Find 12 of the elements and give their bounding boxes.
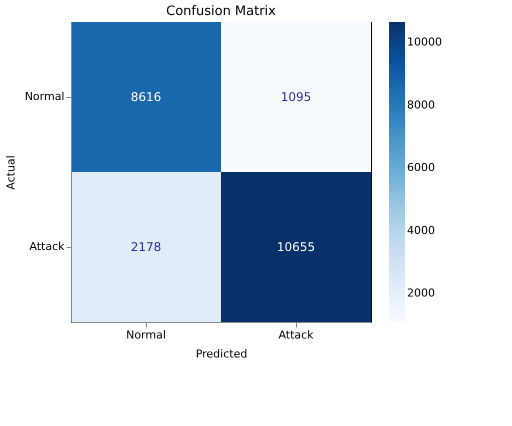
color-bar-label: 2000 <box>407 286 435 300</box>
y-axis-title: Actual <box>4 155 18 190</box>
data-label: 8616 <box>130 90 162 104</box>
color-bar-label: 6000 <box>407 161 435 174</box>
data-label: 1095 <box>280 90 312 104</box>
color-bar-label: 8000 <box>407 98 435 112</box>
data-label: 10655 <box>276 240 316 254</box>
chart-title: Confusion Matrix <box>166 4 276 19</box>
color-bar-label: 4000 <box>407 224 435 237</box>
data-label: 2178 <box>130 240 162 254</box>
x-axis-title: Predicted <box>196 348 248 360</box>
color-bar-label: 10000 <box>407 36 442 49</box>
